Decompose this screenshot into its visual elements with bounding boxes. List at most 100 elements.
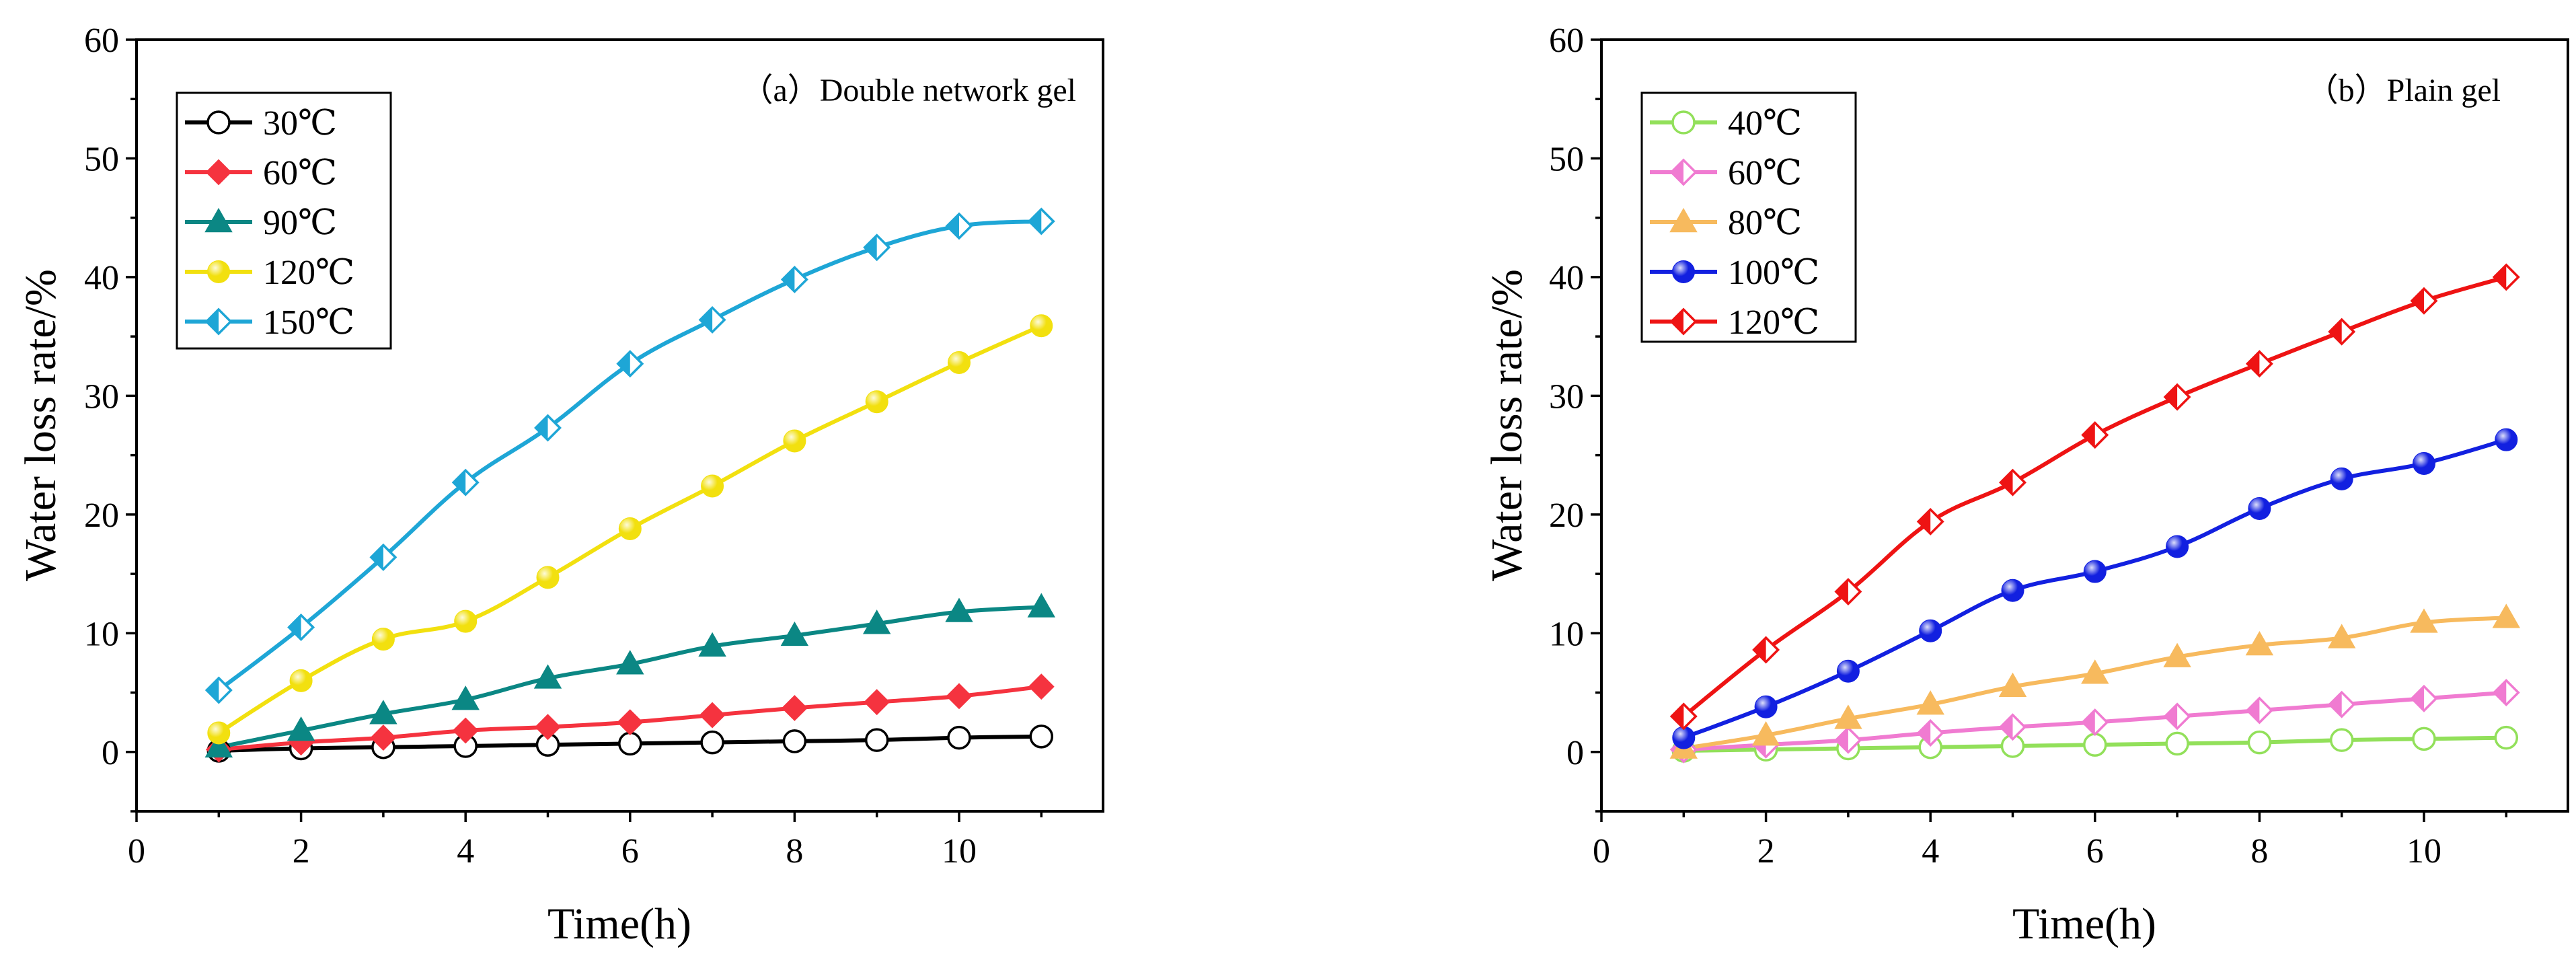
x-tick-label-a-8: 8	[786, 832, 803, 870]
series-line-b-3	[1681, 437, 2509, 740]
data-point-b-1-7	[2245, 696, 2273, 725]
x-tick-label-a-6: 6	[621, 832, 639, 870]
data-point-b-4-9	[2410, 287, 2438, 315]
data-point-b-4-1	[1752, 636, 1780, 664]
legend-label-a-4: 150℃	[263, 303, 354, 342]
y-tick-label-a-0: 0	[102, 734, 119, 772]
data-point-b-1-3	[1916, 719, 1944, 747]
data-point-b-1-6	[2163, 702, 2191, 731]
data-point-b-4-5	[2081, 421, 2109, 449]
data-point-a-3-1	[289, 669, 313, 692]
plot-frame-a	[135, 38, 1104, 813]
data-point-a-1-9	[946, 683, 973, 710]
y-tick-label-b-30: 30	[1549, 377, 1584, 416]
data-point-b-4-3	[1916, 507, 1944, 535]
data-point-a-2-1	[287, 716, 315, 741]
y-tick-label-b-40: 40	[1549, 259, 1584, 297]
legend-label-b-1: 60℃	[1728, 154, 1802, 192]
legend-marker-a-0	[206, 110, 231, 135]
data-point-b-2-7	[2245, 630, 2274, 656]
series-layer-b	[1669, 263, 2520, 764]
data-point-a-0-10	[1029, 725, 1054, 749]
data-point-a-4-5	[616, 350, 644, 378]
data-point-b-1-4	[1999, 713, 2026, 741]
data-point-b-3-9	[2412, 451, 2435, 475]
y-tick-label-a-10: 10	[84, 615, 119, 653]
data-point-a-3-8	[865, 390, 888, 414]
data-point-b-2-5	[2081, 659, 2109, 684]
data-point-b-4-2	[1834, 578, 1862, 606]
x-tick-label-b-4: 4	[1922, 832, 1939, 870]
x-tick-label-b-8: 8	[2250, 832, 2268, 870]
data-point-a-4-3	[451, 468, 480, 496]
y-axis-title-a: Water loss rate/%	[16, 269, 65, 581]
data-point-b-3-4	[2001, 579, 2024, 602]
data-point-b-2-9	[2410, 608, 2438, 633]
data-point-a-3-7	[783, 429, 806, 453]
data-point-b-0-8	[2329, 728, 2354, 752]
legend-a: 30℃ 60℃ 90℃ 120℃ 150℃	[176, 91, 392, 350]
gridless-axes-b: 0 2 4 6 8 10 0 10 20 30 40 50 60	[1549, 22, 2508, 870]
legend-label-a-1: 60℃	[263, 154, 337, 192]
data-point-b-0-10	[2494, 725, 2519, 750]
gridless-axes-a: 0 2 4 6 8 10 0 10 20 30 40 50 60	[84, 22, 1043, 870]
data-point-b-4-8	[2328, 318, 2356, 346]
data-point-a-2-4	[533, 664, 562, 689]
x-tick-label-b-10: 10	[2407, 832, 2441, 870]
data-point-b-0-6	[2165, 731, 2189, 756]
series-layer-a	[204, 207, 1055, 763]
data-point-b-3-7	[2248, 497, 2271, 521]
data-point-b-1-9	[2410, 684, 2438, 712]
data-point-a-4-2	[369, 543, 397, 571]
data-point-a-2-9	[945, 597, 973, 622]
data-point-a-2-8	[862, 609, 891, 634]
plot-frame-b	[1600, 38, 2569, 813]
data-point-a-4-7	[780, 265, 808, 293]
y-tick-label-a-20: 20	[84, 496, 119, 535]
data-point-a-1-5	[617, 709, 644, 736]
data-point-b-2-4	[1998, 672, 2027, 697]
series-line-b-4	[1681, 274, 2509, 718]
panel-title-a: （a）Double network gel	[741, 73, 1076, 108]
data-point-a-2-0	[204, 733, 233, 757]
x-tick-label-b-6: 6	[2086, 832, 2104, 870]
x-tick-label-a-2: 2	[293, 832, 310, 870]
data-point-a-4-9	[945, 212, 973, 240]
y-axis-title-b: Water loss rate/%	[1482, 269, 1531, 581]
data-point-b-2-6	[2163, 642, 2191, 667]
data-point-a-3-10	[1030, 314, 1053, 338]
y-tick-label-b-50: 50	[1549, 140, 1584, 178]
data-point-a-1-6	[699, 702, 726, 729]
data-point-a-0-9	[947, 725, 971, 750]
data-point-b-2-8	[2327, 624, 2356, 648]
data-point-b-3-2	[1836, 659, 1860, 683]
legend-marker-b-1	[1669, 158, 1698, 186]
x-axis-title-b: Time(h)	[2012, 899, 2156, 949]
y-tick-label-b-60: 60	[1549, 22, 1584, 60]
legend-label-a-3: 120℃	[263, 254, 354, 292]
legend-label-a-0: 30℃	[263, 104, 337, 143]
data-point-a-3-5	[618, 517, 642, 541]
data-point-b-3-6	[2166, 535, 2189, 558]
data-point-b-4-0	[1669, 702, 1698, 731]
data-point-b-3-10	[2495, 428, 2518, 451]
legend-marker-b-4	[1669, 307, 1698, 336]
legend-box-b	[1640, 91, 1857, 343]
data-point-a-1-10	[1028, 673, 1055, 700]
legend-marker-b-0	[1671, 110, 1696, 135]
data-point-a-1-2	[370, 725, 397, 751]
data-point-b-2-10	[2492, 603, 2520, 628]
y-tick-label-b-10: 10	[1549, 615, 1584, 653]
data-point-a-0-8	[864, 728, 889, 752]
x-tick-label-a-0: 0	[128, 832, 145, 870]
data-point-b-3-5	[2083, 560, 2107, 583]
data-point-b-1-8	[2328, 690, 2356, 718]
legend-marker-b-2	[1669, 207, 1698, 233]
legend-marker-a-1	[205, 159, 232, 186]
x-tick-label-b-2: 2	[1757, 832, 1775, 870]
data-point-b-4-7	[2245, 350, 2273, 378]
data-point-a-2-6	[698, 632, 726, 657]
data-point-b-1-2	[1834, 726, 1862, 754]
data-point-b-4-4	[1999, 468, 2026, 496]
data-point-a-3-0	[207, 721, 231, 745]
